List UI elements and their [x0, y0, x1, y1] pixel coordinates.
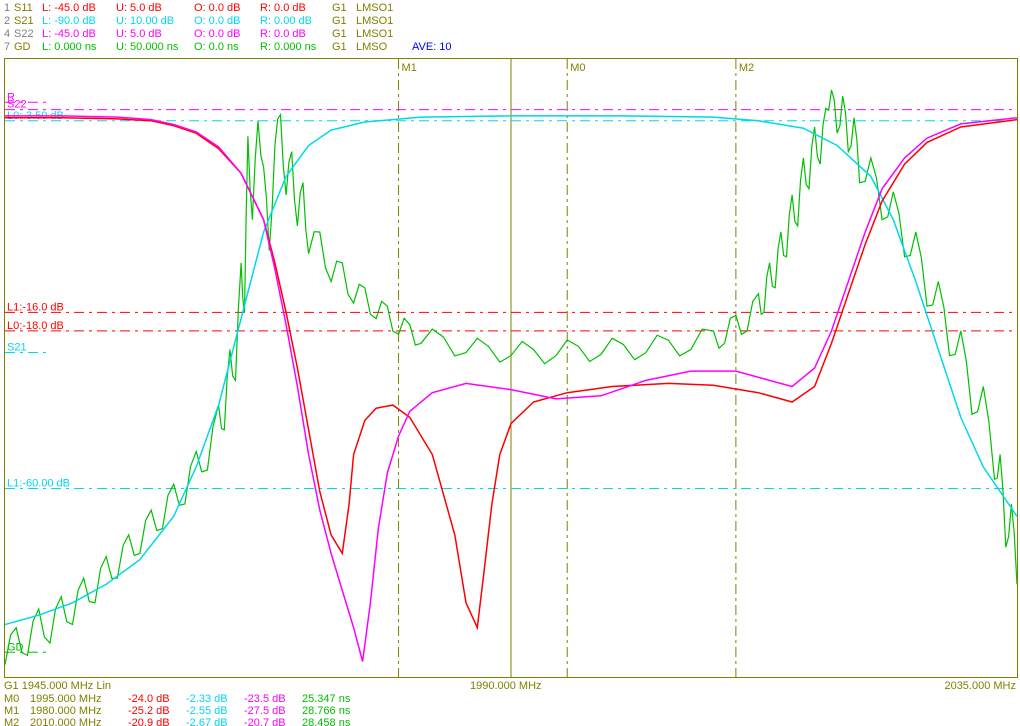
marker-row-m0: M01995.000 MHz-24.0 dB-2.33 dB-23.5 dB25… [4, 693, 1016, 705]
legend-row-s11: 1S11L: -45.0 dBU: 5.0 dBO: 0.0 dBR: 0.0 … [4, 2, 412, 14]
svg-text:L0:-18.0 dB: L0:-18.0 dB [7, 320, 64, 332]
plot-area: M1M0M2RS22L0:-3.50 dBL1:-16.0 dBL0:-18.0… [4, 58, 1018, 678]
svg-text:M2: M2 [739, 62, 754, 74]
svg-text:M0: M0 [570, 62, 585, 74]
svg-text:L1:-60.00 dB: L1:-60.00 dB [7, 478, 70, 490]
legend-row-s22: 4S22L: -45.0 dBU: 5.0 dBO: 0.0 dBR: 0.0 … [4, 28, 412, 40]
svg-text:S21: S21 [7, 342, 27, 354]
legend-row-gd: 7GDL: 0.000 nsU: 50.000 nsO: 0.0 nsR: 0.… [4, 41, 472, 53]
marker-row-m2: M22010.000 MHz-20.9 dB-2.67 dB-20.7 dB28… [4, 717, 1016, 726]
svg-text:L1:-16.0 dB: L1:-16.0 dB [7, 301, 64, 313]
footer: G1 1945.000 MHz Lin1990.000 MHz2035.000 … [4, 680, 1016, 726]
vna-chart-root: 1S11L: -45.0 dBU: 5.0 dBO: 0.0 dBR: 0.0 … [0, 0, 1020, 726]
legend-row-s21: 2S21L: -90.0 dBU: 10.00 dBO: 0.0 dBR: 0.… [4, 15, 412, 27]
marker-row-m1: M11980.000 MHz-25.2 dB-2.55 dB-27.5 dB28… [4, 705, 1016, 717]
plot-svg: M1M0M2RS22L0:-3.50 dBL1:-16.0 dBL0:-18.0… [5, 59, 1017, 677]
x-axis-labels: G1 1945.000 MHz Lin1990.000 MHz2035.000 … [4, 680, 1016, 693]
svg-text:M1: M1 [402, 62, 417, 74]
